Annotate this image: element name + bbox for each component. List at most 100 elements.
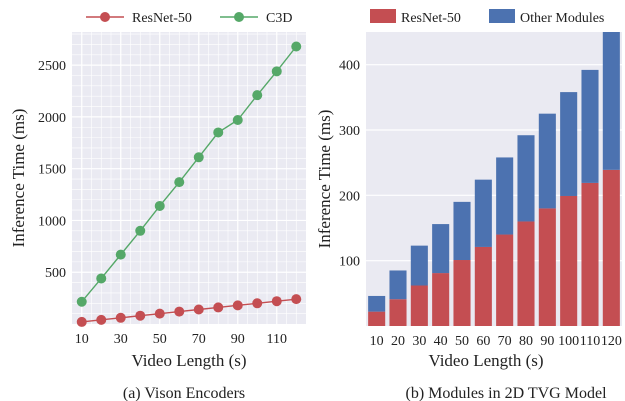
right-y-tick-label: 200 (339, 189, 360, 204)
data-point (291, 41, 302, 52)
right-x-tick-label: 110 (580, 334, 600, 349)
bar-other-modules (410, 245, 428, 286)
right-x-tick-label: 80 (519, 334, 533, 349)
right-y-ticks: 100 200 300 400 (339, 59, 360, 270)
right-x-tick-label: 10 (370, 334, 384, 349)
legend-label: ResNet-50 (132, 11, 192, 26)
bar-other-modules (602, 32, 620, 170)
left-x-tick-label: 90 (231, 332, 245, 347)
bar-resnet-50 (432, 273, 450, 326)
bar-resnet-50 (474, 246, 492, 326)
legend-marker (100, 12, 110, 22)
bar-other-modules (538, 113, 556, 209)
bar-resnet-50 (410, 285, 428, 326)
right-x-tick-label: 90 (540, 334, 554, 349)
left-y-tick-label: 1000 (38, 214, 66, 229)
right-x-tick-label: 30 (412, 334, 426, 349)
data-point (135, 310, 146, 321)
right-caption: (b) Modules in 2D TVG Model (405, 385, 607, 401)
data-point (232, 300, 243, 311)
data-point (232, 115, 243, 126)
data-point (135, 225, 146, 236)
data-point (252, 90, 263, 101)
right-x-tick-label: 60 (476, 334, 490, 349)
bar-resnet-50 (560, 195, 578, 326)
bar-other-modules (368, 295, 386, 312)
left-y-tick-label: 1500 (38, 163, 66, 178)
legend-swatch (370, 9, 396, 23)
bar-resnet-50 (538, 208, 556, 326)
left-grid (72, 32, 306, 324)
left-x-tick-label: 70 (192, 332, 206, 347)
right-y-tick-label: 300 (339, 124, 360, 139)
legend-label: Other Modules (520, 11, 604, 26)
bar-resnet-50 (581, 182, 599, 326)
line-chart-vision-encoders: ResNet-50 C3D 500 1000 1500 2000 2500 10 30 50 7… (9, 11, 306, 401)
left-series (76, 41, 302, 327)
right-bars (368, 32, 620, 326)
bar-resnet-50 (389, 299, 407, 326)
bar-other-modules (581, 69, 599, 183)
right-x-tick-label: 50 (455, 334, 469, 349)
data-point (291, 294, 302, 305)
bar-other-modules (560, 92, 578, 196)
left-x-axis-label: Video Length (s) (131, 351, 246, 370)
left-x-tick-label: 10 (75, 332, 89, 347)
data-point (174, 177, 185, 188)
data-point (96, 314, 107, 325)
left-x-tick-label: 50 (153, 332, 167, 347)
right-x-tick-label: 20 (391, 334, 405, 349)
legend-label: C3D (266, 11, 292, 26)
data-point (154, 308, 165, 319)
right-x-tick-label: 100 (558, 334, 579, 349)
left-x-tick-label: 30 (114, 332, 128, 347)
left-y-ticks: 500 1000 1500 2000 2500 (38, 59, 66, 281)
left-y-tick-label: 500 (45, 266, 66, 281)
data-point (76, 316, 87, 327)
right-legend: ResNet-50 Other Modules (370, 9, 604, 26)
stacked-bar-chart-modules: ResNet-50 Other Modules 100 200 300 400 10 20… (315, 9, 622, 401)
data-point (174, 306, 185, 317)
right-x-axis-label: Video Length (s) (428, 351, 543, 370)
data-point (213, 302, 224, 313)
right-x-tick-label: 40 (434, 334, 448, 349)
left-x-ticks: 10 30 50 70 90 110 (75, 332, 287, 347)
right-x-ticks: 10 20 30 40 50 60 70 80 90 100 110 120 (370, 334, 622, 349)
right-y-axis-label: Inference Time (ms) (315, 110, 334, 249)
data-point (96, 273, 107, 284)
data-point (115, 312, 126, 323)
legend-label: ResNet-50 (401, 11, 461, 26)
right-y-tick-label: 400 (339, 59, 360, 74)
left-legend: ResNet-50 C3D (86, 11, 292, 26)
right-y-tick-label: 100 (339, 255, 360, 270)
right-grid (366, 64, 622, 262)
bar-other-modules (496, 157, 514, 235)
data-point (252, 298, 263, 309)
data-point (271, 66, 282, 77)
data-point (76, 296, 87, 307)
legend-swatch (489, 9, 515, 23)
bar-other-modules (517, 135, 535, 222)
right-x-tick-label: 120 (601, 334, 622, 349)
bar-other-modules (432, 224, 450, 274)
data-point (154, 200, 165, 211)
left-y-tick-label: 2500 (38, 59, 66, 74)
left-caption: (a) Vison Encoders (123, 385, 245, 401)
bar-resnet-50 (602, 169, 620, 326)
data-point (271, 296, 282, 307)
right-x-tick-label: 70 (498, 334, 512, 349)
data-point (193, 152, 204, 163)
left-y-tick-label: 2000 (38, 111, 66, 126)
legend-marker (234, 12, 244, 22)
bar-resnet-50 (368, 311, 386, 326)
bar-other-modules (474, 179, 492, 247)
data-point (193, 304, 204, 315)
bar-other-modules (389, 270, 407, 300)
bar-resnet-50 (496, 234, 514, 326)
bar-resnet-50 (517, 221, 535, 326)
left-y-axis-label: Inference Time (ms) (9, 109, 28, 248)
data-point (115, 249, 126, 260)
bar-other-modules (453, 201, 471, 261)
right-plot-area (366, 32, 622, 326)
